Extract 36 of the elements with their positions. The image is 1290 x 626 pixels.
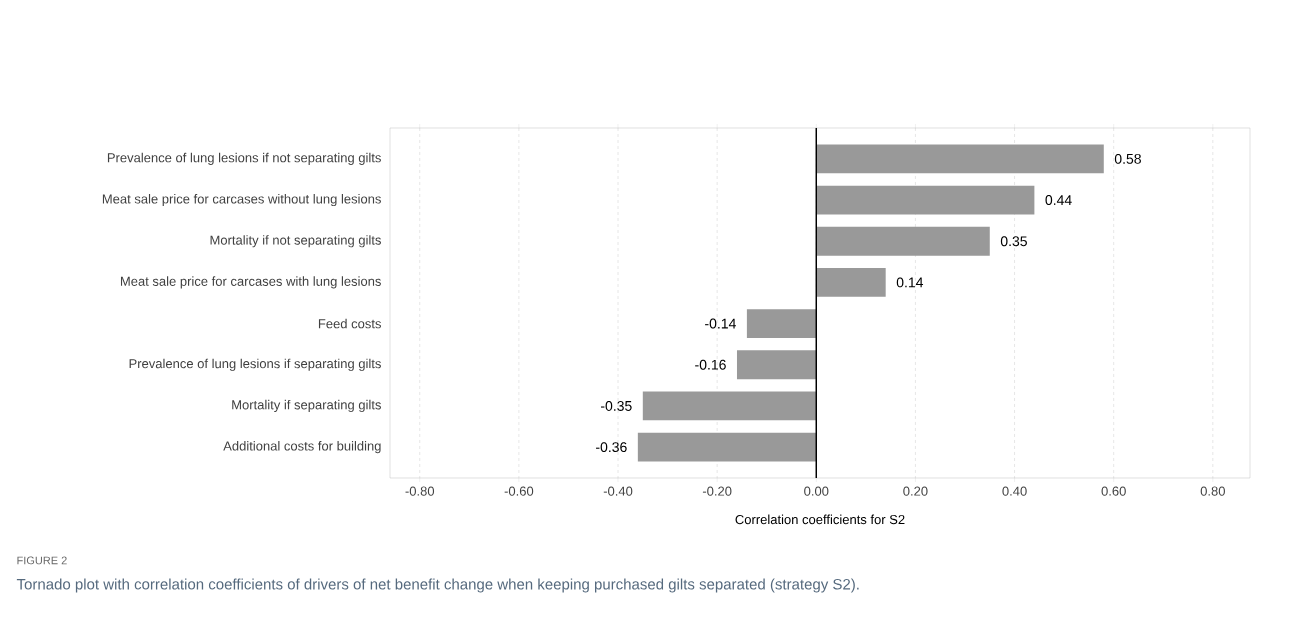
- bar: [642, 391, 817, 421]
- data-label: -0.35: [600, 400, 632, 411]
- data-label: 0.44: [1045, 195, 1072, 206]
- x-tick-label: 0.20: [903, 486, 928, 496]
- x-tick-label: -0.60: [504, 486, 534, 496]
- y-tick-label: Feed costs: [318, 318, 381, 329]
- data-label: -0.36: [596, 442, 627, 453]
- data-label: -0.14: [705, 318, 736, 329]
- data-label: 0.58: [1114, 153, 1141, 164]
- x-tick-label: 0.00: [804, 486, 829, 496]
- data-label: -0.16: [695, 359, 726, 370]
- x-tick-label: -0.20: [702, 486, 732, 496]
- x-tick-label: 0.60: [1101, 486, 1126, 496]
- bar: [816, 185, 1035, 215]
- caption: FIGURE 2: [17, 556, 67, 565]
- x-axis-title: Correlation coefficients for S2: [735, 514, 905, 525]
- bar: [816, 268, 886, 297]
- text: Tornado plot with correlation coefficients of drivers of net benefit change when keeping purchased gilts separated (strategy S2).: [16, 578, 859, 593]
- y-tick-label: Additional costs for building: [223, 441, 381, 454]
- y-tick-label: Meat sale price for carcases without lung lesions: [102, 193, 381, 207]
- y-tick-label: Mortality if not separating gilts: [210, 235, 381, 248]
- y-tick-label: Meat sale price for carcases with lung lesions: [120, 276, 381, 289]
- bar: [746, 309, 817, 338]
- bar: [637, 432, 817, 462]
- x-tick-label: -0.80: [405, 486, 435, 496]
- data-label: 0.14: [896, 277, 924, 288]
- x-tick-label: -0.40: [603, 486, 633, 496]
- y-tick-label: Mortality if separating gilts: [232, 399, 381, 412]
- bar: [816, 226, 990, 256]
- data-label: 0.35: [1000, 236, 1027, 247]
- bar: [736, 350, 817, 380]
- x-tick-label: 0.80: [1200, 486, 1225, 496]
- bar: [816, 144, 1104, 174]
- x-tick-label: 0.40: [1002, 486, 1027, 496]
- y-tick-label: Prevalence of lung lesions if not separating gilts: [107, 152, 381, 165]
- y-tick-label: Prevalence of lung lesions if separating gilts: [129, 358, 381, 371]
